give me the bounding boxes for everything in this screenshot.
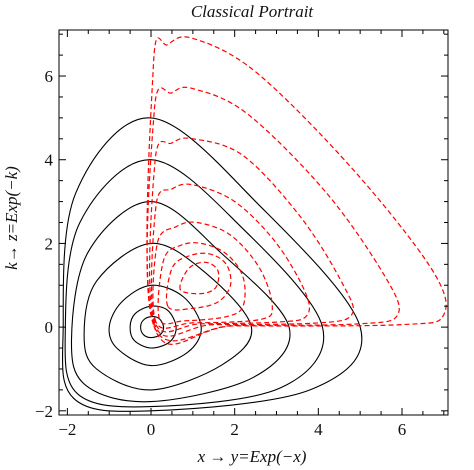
dashed-orbit-11 [150, 183, 311, 333]
series-layer [61, 36, 447, 412]
solid-orbit-6 [129, 305, 177, 349]
x-tick-label: 0 [147, 420, 156, 439]
solid-orbit-5 [61, 117, 363, 412]
y-tick-label: 2 [45, 234, 54, 253]
y-tick-label: 0 [45, 318, 54, 337]
y-tick-label: −2 [35, 402, 53, 421]
dashed-orbit-13 [157, 242, 246, 325]
dashed-orbit-14 [165, 252, 232, 311]
x-tick-label: 6 [398, 420, 407, 439]
solid-orbit-2 [83, 242, 253, 391]
solid-orbit-7 [140, 316, 165, 339]
x-tick-label: 4 [314, 420, 323, 439]
dashed-orbit-12 [152, 221, 273, 329]
ticks-layer: −2 0 2 4 6 −2 0 2 4 6 [35, 30, 448, 439]
solid-orbit-4 [64, 159, 325, 408]
x-axis-label: x → y=Exp(−x) [197, 447, 307, 466]
solid-orbit-3 [70, 201, 291, 403]
dashed-orbit-8 [146, 36, 447, 345]
dashed-orbit-15 [179, 261, 220, 295]
y-tick-label: 4 [45, 151, 54, 170]
y-tick-label: 6 [45, 67, 54, 86]
dashed-orbit-9 [146, 86, 400, 342]
y-axis-label: k→ z=Exp(−k) [2, 166, 21, 270]
x-tick-label: −2 [58, 420, 76, 439]
solid-orbit-1 [108, 284, 202, 367]
plot-frame [58, 29, 449, 416]
chart-title: Classical Portrait [191, 2, 315, 21]
x-tick-label: 2 [230, 420, 239, 439]
